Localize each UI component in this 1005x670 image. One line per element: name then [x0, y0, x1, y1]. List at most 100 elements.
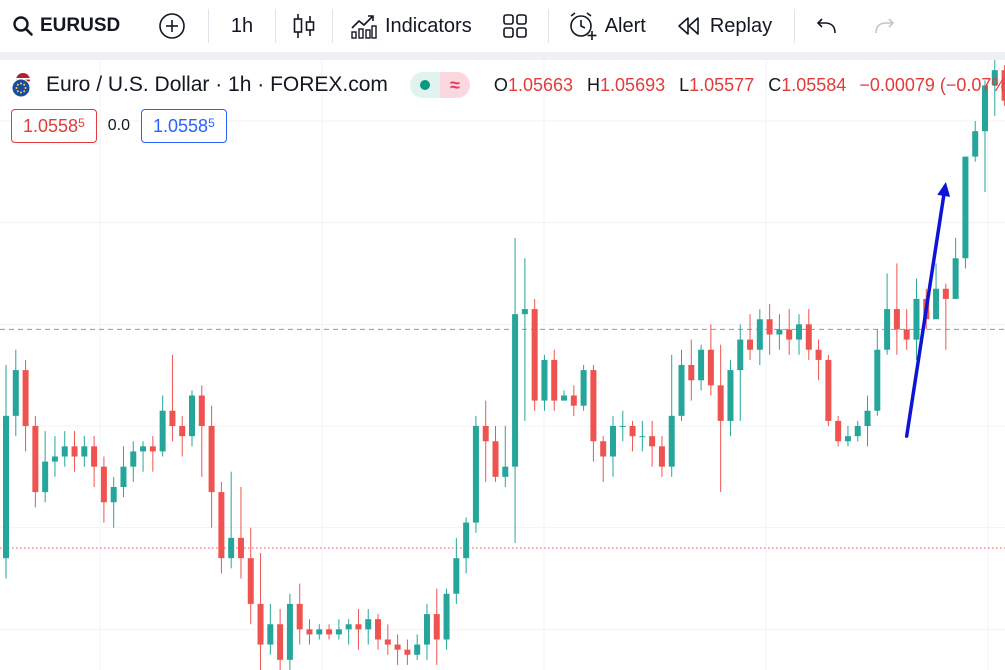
candle	[893, 263, 900, 355]
undo-button[interactable]	[795, 0, 859, 52]
indicators-button[interactable]: Indicators	[349, 0, 472, 52]
candle-body	[893, 309, 900, 330]
candle	[472, 415, 479, 533]
candle-body	[874, 349, 881, 411]
market-status[interactable]: ≈	[409, 72, 470, 98]
candle	[629, 420, 636, 452]
layouts-button[interactable]	[490, 0, 540, 52]
candle	[237, 487, 244, 579]
candle-body	[933, 288, 940, 320]
interval-button[interactable]: 1h	[230, 14, 254, 37]
candle	[189, 390, 196, 447]
chart-type-button[interactable]	[276, 0, 332, 52]
sell-price: 1.0558	[23, 115, 79, 136]
candle	[296, 583, 303, 645]
candle-body	[854, 426, 861, 437]
symbol-search[interactable]: EURUSD	[0, 0, 150, 52]
candles-icon	[293, 14, 315, 38]
toolbar-divider	[332, 9, 333, 43]
candle-body	[463, 522, 470, 559]
candle-body	[228, 537, 235, 559]
buy-button[interactable]: 1.0558 5	[141, 109, 227, 143]
candle-body	[737, 339, 744, 371]
symbol-title[interactable]: Euro / U.S. Dollar · 1h · FOREX.com	[46, 73, 388, 96]
candle	[678, 349, 685, 421]
market-open-indicator	[409, 72, 440, 98]
redo-button[interactable]	[859, 0, 909, 52]
candle-body	[91, 446, 98, 467]
candle	[42, 431, 49, 503]
sell-button[interactable]: 1.0558 5	[11, 109, 97, 143]
candle	[747, 314, 754, 360]
candle	[443, 588, 450, 650]
toolbar-divider	[547, 9, 549, 43]
price-chart[interactable]	[0, 60, 1005, 670]
approx-icon: ≈	[439, 72, 470, 98]
candle	[22, 359, 29, 452]
candle-body	[570, 395, 577, 406]
candle	[286, 593, 293, 670]
candle-body	[130, 451, 137, 467]
candle-body	[590, 370, 597, 442]
toolbar-border	[0, 52, 1005, 60]
candle-body	[952, 258, 959, 299]
candle	[835, 415, 842, 447]
low-label: L	[679, 74, 690, 95]
candle-body	[51, 456, 58, 462]
candle	[257, 553, 264, 670]
candle	[717, 344, 724, 493]
candle-body	[3, 415, 9, 559]
candle-body	[649, 436, 656, 447]
candle	[316, 624, 323, 640]
candle-body	[492, 441, 499, 477]
candle-body	[884, 309, 891, 350]
candle	[776, 314, 783, 350]
candle	[551, 349, 558, 411]
order-panel: 1.0558 5 0.0 1.0558 5	[11, 109, 227, 143]
candle-body	[561, 395, 568, 401]
candle	[502, 426, 509, 487]
candle	[786, 309, 793, 355]
indicators-label: Indicators	[385, 14, 472, 37]
candle-body	[472, 426, 479, 523]
spread-value: 0.0	[107, 117, 130, 134]
candle	[463, 517, 470, 574]
candle	[140, 441, 147, 472]
candle-body	[345, 624, 352, 630]
candle	[423, 603, 430, 660]
candle-body	[32, 426, 39, 493]
candle	[972, 121, 979, 162]
candle-body	[149, 446, 156, 452]
candle	[482, 400, 489, 482]
candle	[649, 420, 656, 467]
rewind-icon	[678, 17, 699, 35]
open-value: 1.05663	[507, 74, 574, 95]
candle-body	[316, 629, 323, 635]
alert-button[interactable]: Alert	[567, 0, 646, 52]
candle	[884, 273, 891, 355]
candle-body	[678, 365, 685, 416]
candle	[100, 456, 107, 523]
candle-body	[727, 370, 734, 421]
candle	[688, 339, 695, 401]
candle	[326, 624, 333, 640]
candle-body	[208, 426, 215, 493]
candle-body	[12, 370, 19, 416]
candle	[756, 309, 763, 365]
indicators-icon	[351, 15, 377, 39]
candle	[805, 309, 812, 360]
candle	[404, 639, 411, 665]
compare-button[interactable]	[154, 0, 190, 52]
candle	[903, 309, 910, 350]
candle-body	[355, 624, 362, 630]
candle-body	[42, 461, 49, 493]
candle	[982, 80, 988, 193]
candle	[795, 314, 802, 355]
candle-body	[502, 466, 509, 477]
candle	[12, 349, 19, 437]
candle-body	[551, 359, 558, 401]
candle-body	[296, 603, 303, 630]
candle-body	[913, 298, 920, 340]
replay-button[interactable]: Replay	[676, 0, 772, 52]
candle	[962, 156, 969, 269]
